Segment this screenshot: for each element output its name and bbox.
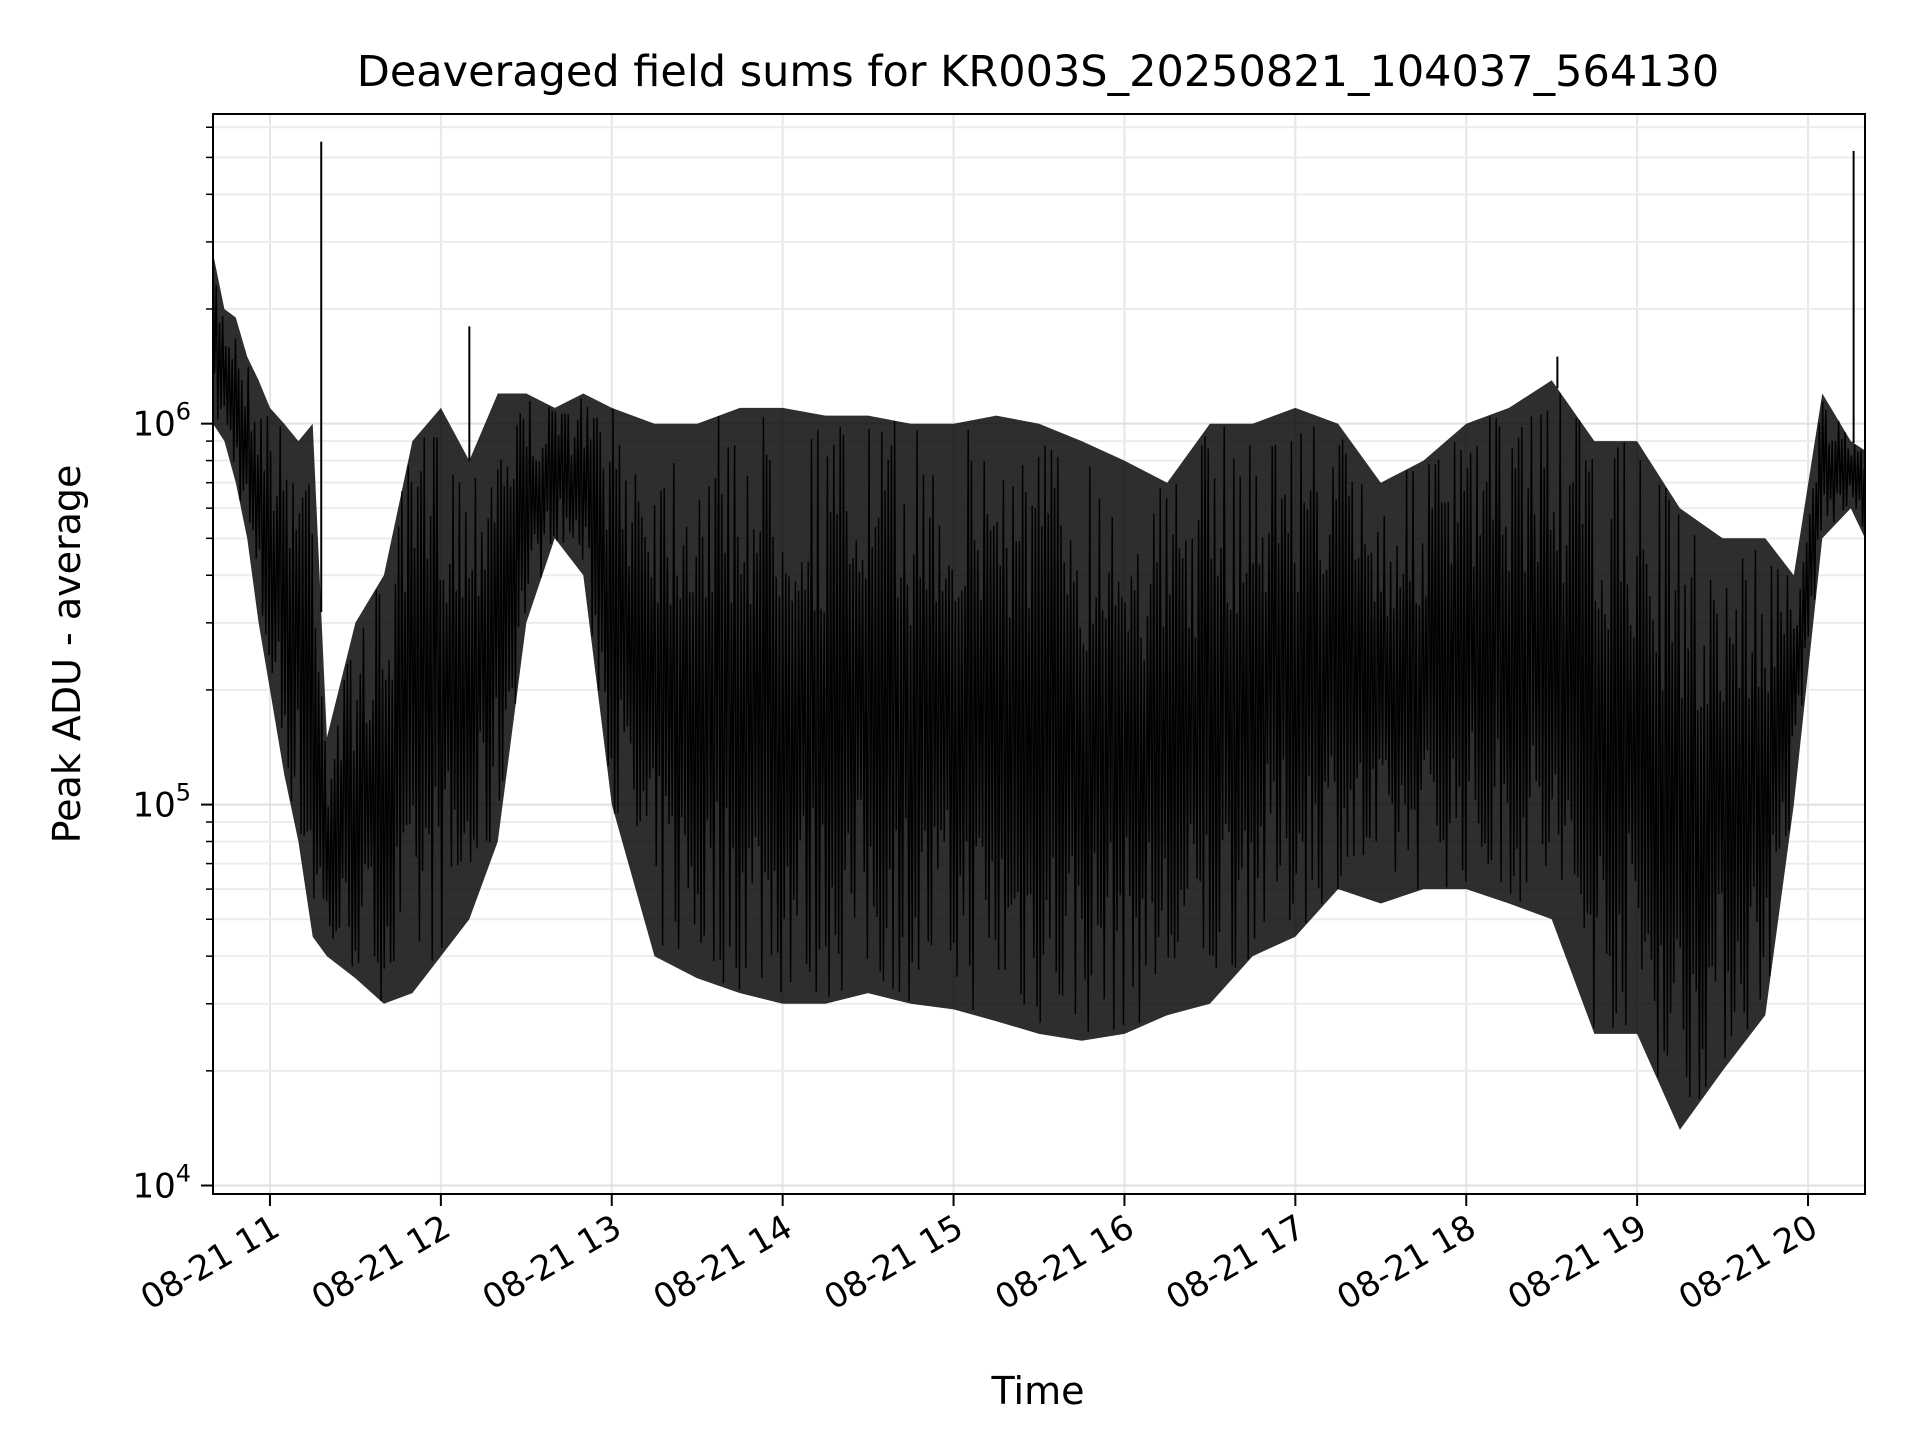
y-axis-label: Peak ADU - average xyxy=(45,465,89,844)
x-tick-label: 08-21 14 xyxy=(647,1207,799,1318)
x-axis: 08-21 11 08-21 12 08-21 13 08-21 14 08-21 15… xyxy=(134,1194,1825,1318)
series-line xyxy=(212,253,1865,1099)
chart-title: Deaveraged field sums for KR003S_2025082… xyxy=(357,47,1720,97)
y-tick-label: 106 xyxy=(132,398,191,445)
x-tick-label: 08-21 19 xyxy=(1501,1207,1653,1318)
x-tick-label: 08-21 16 xyxy=(989,1207,1141,1318)
x-tick-label: 08-21 18 xyxy=(1330,1207,1482,1318)
x-axis-label: Time xyxy=(991,1369,1085,1413)
x-tick-label: 08-21 12 xyxy=(305,1207,457,1318)
spikes xyxy=(320,141,1855,612)
x-tick-label: 08-21 17 xyxy=(1159,1207,1311,1318)
y-axis: 104 105 106 xyxy=(132,126,213,1207)
x-tick-label: 08-21 15 xyxy=(818,1207,970,1318)
x-tick-label: 08-21 11 xyxy=(134,1207,286,1318)
y-tick-label: 105 xyxy=(132,779,191,826)
x-tick-label: 08-21 20 xyxy=(1672,1207,1824,1318)
x-tick-label: 08-21 13 xyxy=(476,1207,628,1318)
plot-frame xyxy=(212,113,1866,1195)
y-tick-label: 104 xyxy=(132,1160,191,1207)
plot-area xyxy=(212,141,1865,1130)
